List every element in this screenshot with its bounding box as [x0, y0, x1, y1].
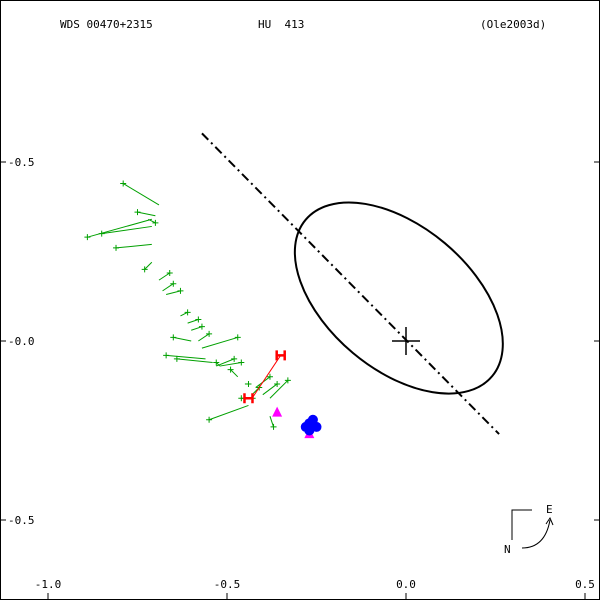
compass-arrowhead-icon — [545, 516, 554, 526]
residual-line — [262, 383, 278, 396]
observation-point — [206, 416, 213, 423]
residual-line — [162, 283, 174, 292]
residual-line — [191, 326, 203, 331]
residual-line — [176, 358, 213, 363]
axes: -1.0 -0.5 0.0 0.5 -0.5 -0.0 -0.5 — [0, 156, 600, 600]
residual-line — [166, 290, 181, 295]
hipparcos-point — [275, 350, 286, 361]
residual-line — [219, 361, 242, 367]
y-tick-label: -0.5 — [8, 514, 35, 527]
compass: E N — [504, 503, 554, 556]
observation-point — [84, 234, 91, 241]
x-tick-label: -0.5 — [214, 578, 241, 591]
observation-point — [166, 269, 173, 276]
line-of-nodes — [201, 132, 500, 435]
residual-line — [198, 333, 210, 342]
observation-point — [274, 380, 281, 387]
residual-line — [180, 311, 188, 317]
residual-line — [158, 272, 170, 281]
x-tick-label: 0.0 — [396, 578, 416, 591]
observation-point — [231, 355, 238, 362]
discoverer-label: HU 413 — [258, 18, 304, 31]
residual-line — [216, 358, 235, 367]
residual-line — [215, 362, 221, 367]
interferometric-point — [307, 414, 318, 425]
orbit-ellipse — [293, 201, 504, 395]
compass-bracket — [511, 509, 532, 540]
observation-point — [170, 280, 177, 287]
residual-line — [173, 336, 192, 342]
observation-point — [284, 377, 291, 384]
observation-point — [270, 423, 277, 430]
residual-line — [115, 243, 152, 249]
observation-point — [163, 352, 170, 359]
orbit-layer — [201, 132, 504, 435]
reference-label: (Ole2003d) — [480, 18, 546, 31]
residual-line — [208, 404, 249, 421]
observation-point — [198, 323, 205, 330]
y-tick-label: -0.5 — [8, 156, 35, 169]
compass-arrow — [521, 519, 551, 549]
residual-line — [87, 218, 152, 238]
observation-point — [206, 330, 213, 337]
observation-point — [141, 266, 148, 273]
wds-id-label: WDS 00470+2315 — [60, 18, 153, 31]
observation-point — [173, 355, 180, 362]
observation-point — [120, 180, 127, 187]
residual-line — [269, 416, 275, 428]
y-tick-label: -0.0 — [8, 335, 35, 348]
observation-point — [234, 334, 241, 341]
compass-east-label: E — [546, 503, 553, 516]
residual-line — [166, 354, 206, 360]
residual-line — [187, 319, 199, 324]
observation-point — [177, 287, 184, 294]
hipparcos-point — [243, 393, 254, 404]
observation-point — [213, 359, 220, 366]
residual-line — [122, 183, 160, 206]
observation-point — [134, 209, 141, 216]
observation-point — [152, 219, 159, 226]
interferometric-point — [304, 425, 315, 436]
x-tick-label: -1.0 — [35, 578, 62, 591]
residual-line — [230, 369, 239, 378]
observation-point — [266, 373, 273, 380]
residual-line — [201, 336, 238, 349]
triangle-point — [272, 406, 283, 417]
observation-point — [170, 334, 177, 341]
x-tick-label: 0.5 — [575, 578, 595, 591]
observation-point — [227, 366, 234, 373]
residual-line — [269, 380, 289, 399]
observation-point — [184, 309, 191, 316]
observation-point — [195, 316, 202, 323]
observation-point — [245, 380, 252, 387]
residual-line — [101, 225, 152, 235]
observation-point — [238, 359, 245, 366]
compass-north-label: N — [504, 543, 511, 556]
observation-point — [98, 230, 105, 237]
observation-layer — [84, 180, 322, 439]
residual-line — [137, 211, 156, 217]
hipparcos-residual-line — [251, 355, 282, 399]
observation-point — [113, 244, 120, 251]
residual-line — [144, 261, 153, 270]
